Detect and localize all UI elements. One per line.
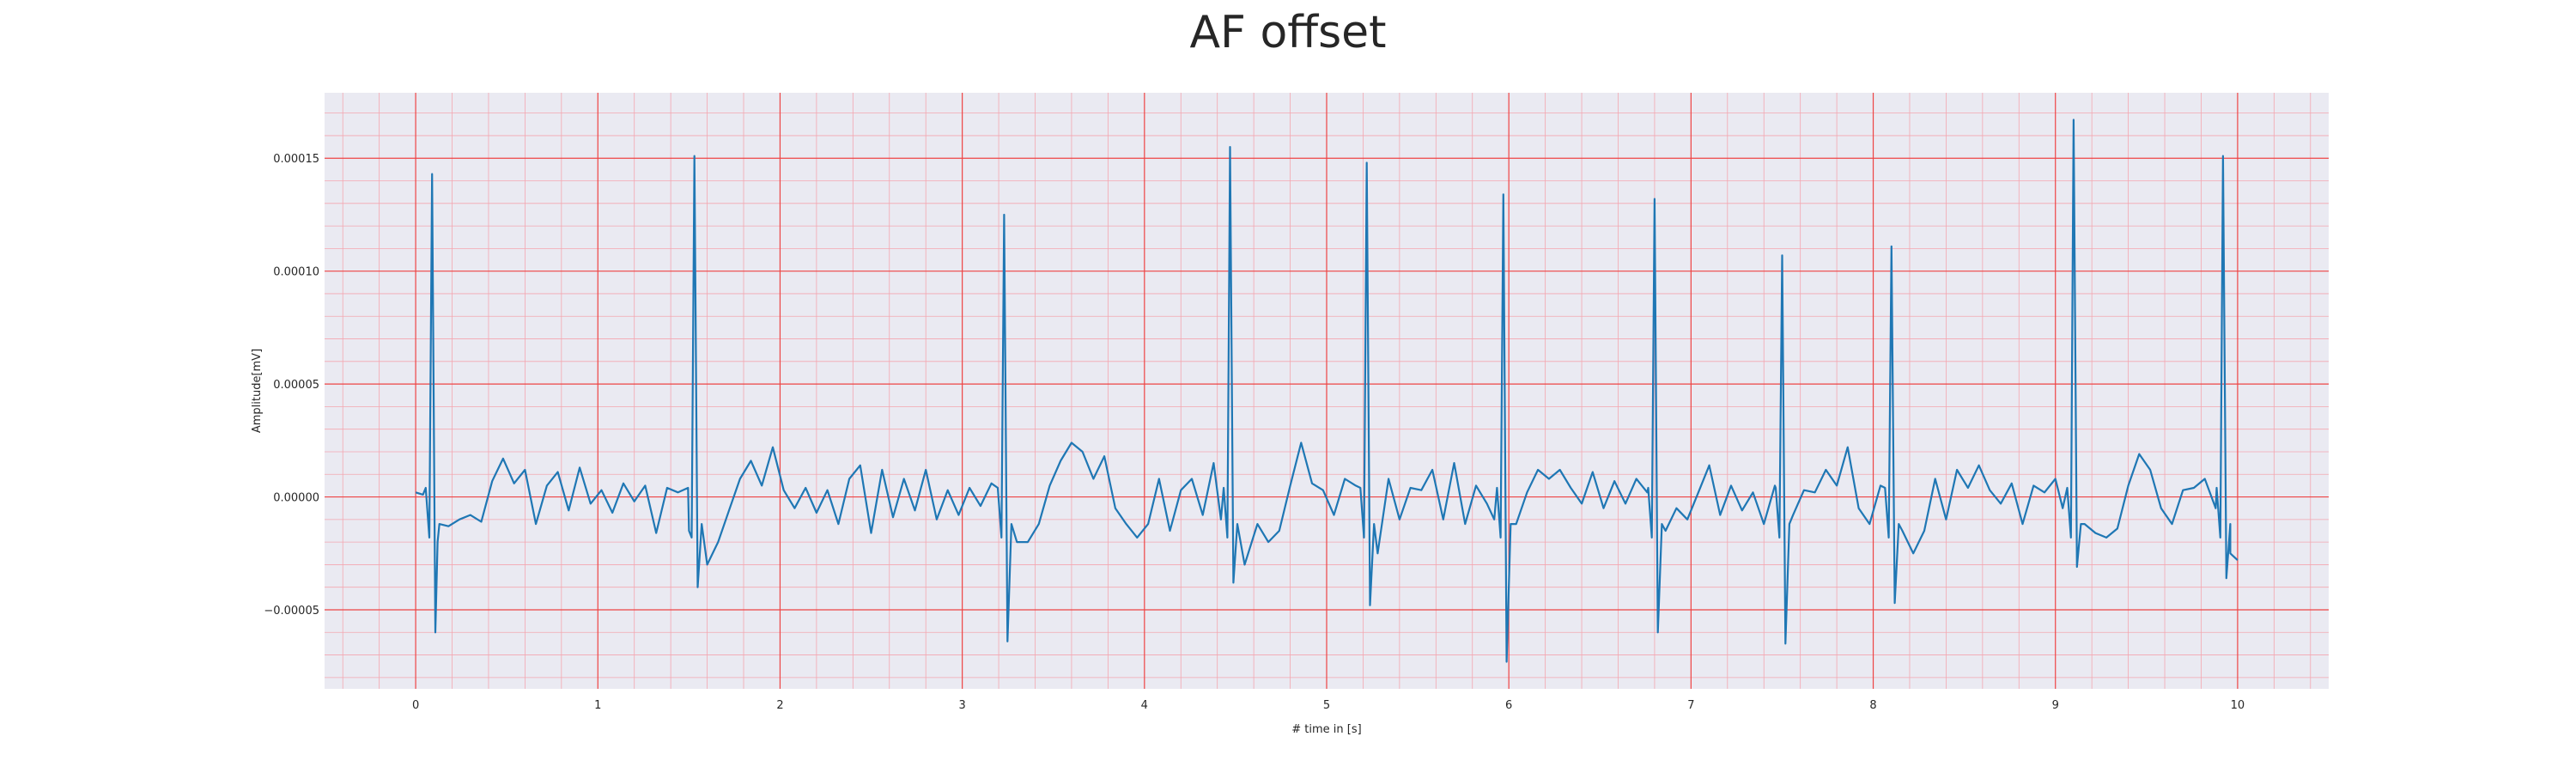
x-tick-label: 5 [1323, 699, 1330, 712]
ecg-series-line [415, 119, 2239, 663]
x-tick-label: 9 [2052, 699, 2059, 712]
x-tick-label: 7 [1687, 699, 1694, 712]
x-tick-label: 6 [1505, 699, 1512, 712]
x-tick-label: 0 [412, 699, 419, 712]
x-tick-label: 1 [594, 699, 601, 712]
x-tick-label: 3 [958, 699, 965, 712]
chart-title: AF offset [1189, 7, 1387, 58]
x-axis-ticks: 0 1 2 3 4 5 6 7 8 9 10 [412, 699, 2245, 712]
y-tick-label: 0.00015 [273, 153, 319, 166]
y-tick-label: −0.00005 [264, 605, 319, 618]
y-tick-label: 0.00010 [273, 266, 319, 279]
x-axis-label: # time in [s] [1291, 723, 1361, 736]
y-tick-label: 0.00005 [273, 379, 319, 392]
y-axis-label: Amplitude[mV] [251, 349, 264, 433]
y-tick-label: 0.00000 [273, 492, 319, 505]
x-tick-label: 2 [776, 699, 783, 712]
x-tick-label: 8 [1869, 699, 1876, 712]
x-tick-label: 4 [1141, 699, 1148, 712]
x-tick-label: 10 [2231, 699, 2245, 712]
y-axis-ticks: −0.00005 0.00000 0.00005 0.00010 0.00015 [264, 153, 319, 618]
